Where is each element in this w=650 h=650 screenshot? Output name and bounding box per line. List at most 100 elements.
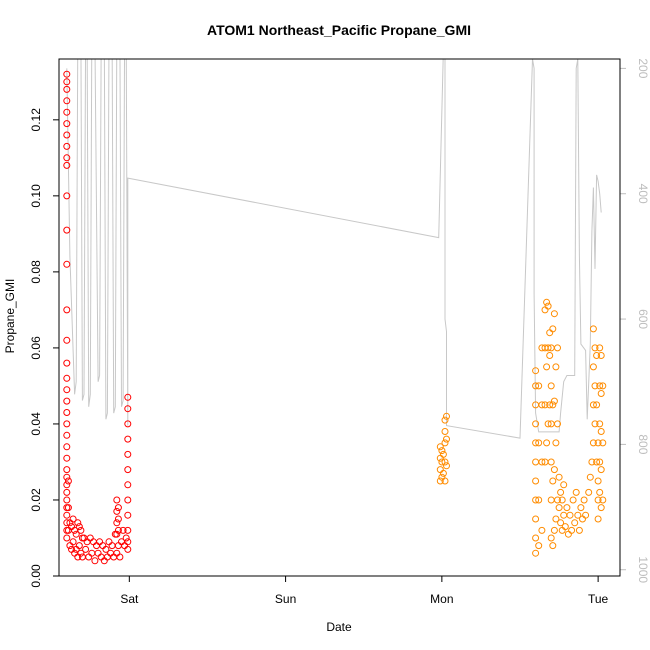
- data-point-red: [77, 526, 85, 534]
- data-point-orange: [535, 542, 543, 550]
- data-point-orange: [550, 310, 558, 318]
- y2-tick-label: 400: [636, 184, 650, 204]
- data-point-orange: [550, 526, 558, 534]
- data-point-orange: [436, 466, 444, 474]
- data-point-orange: [535, 439, 543, 447]
- data-point-orange: [597, 352, 605, 359]
- data-point-red: [63, 161, 71, 169]
- data-point-orange: [589, 439, 597, 447]
- data-point-red: [89, 538, 97, 546]
- data-point-orange: [546, 352, 554, 359]
- data-point-red: [63, 142, 71, 150]
- data-point-red: [83, 538, 91, 546]
- data-point-red: [124, 496, 132, 504]
- data-point-red: [75, 523, 83, 531]
- data-point-red: [86, 534, 94, 542]
- data-point-red: [96, 538, 104, 546]
- data-point-red: [99, 542, 107, 550]
- data-point-orange: [443, 412, 450, 420]
- data-point-red: [69, 538, 77, 546]
- data-point-orange: [543, 298, 551, 306]
- data-point-red: [114, 526, 122, 534]
- data-point-red: [114, 504, 122, 512]
- data-point-red: [105, 538, 113, 546]
- y-tick-label: 0.10: [29, 184, 43, 208]
- data-point-red: [63, 496, 71, 504]
- data-point-orange: [547, 382, 555, 390]
- data-point-red: [97, 553, 105, 561]
- data-point-red: [116, 553, 124, 561]
- data-point-red: [102, 545, 110, 553]
- y2-tick-label: 600: [636, 309, 650, 329]
- pressure-line: [66, 59, 602, 439]
- data-point-red: [63, 466, 71, 474]
- data-point-orange: [547, 458, 555, 466]
- data-point-orange: [564, 530, 572, 538]
- data-point-red: [82, 545, 90, 553]
- data-point-red: [74, 519, 82, 527]
- data-point-orange: [547, 534, 555, 542]
- data-point-red: [124, 538, 132, 546]
- data-point-orange: [552, 439, 560, 447]
- data-point-orange: [585, 488, 593, 496]
- data-point-orange: [563, 504, 571, 512]
- data-point-orange: [558, 496, 566, 504]
- data-point-red: [124, 405, 132, 413]
- data-point-orange: [593, 458, 601, 466]
- data-point-red: [124, 435, 132, 443]
- data-point-orange: [596, 488, 604, 496]
- data-point-red: [77, 549, 85, 557]
- data-point-orange: [566, 511, 574, 519]
- data-point-orange: [596, 344, 604, 352]
- axes-layer: 0.00 0.02 0.04 0.06 0.08 0.10 0.12 200 400 600 800…: [29, 58, 650, 606]
- data-point-orange: [441, 477, 449, 485]
- data-point-orange: [546, 329, 554, 337]
- data-point-orange: [594, 477, 602, 485]
- data-point-orange: [582, 511, 590, 519]
- data-point-orange: [557, 488, 565, 496]
- data-point-orange: [443, 462, 450, 470]
- data-point-red: [113, 530, 121, 538]
- data-point-orange: [571, 519, 579, 527]
- data-point-orange: [594, 515, 602, 523]
- data-point-red: [124, 466, 132, 474]
- data-point-orange: [532, 439, 540, 447]
- data-point-orange: [532, 420, 540, 428]
- data-point-orange: [591, 382, 599, 390]
- data-point-orange: [597, 428, 605, 435]
- y-tick-label: 0.00: [29, 564, 43, 588]
- data-point-red: [124, 526, 132, 534]
- data-point-orange: [438, 473, 446, 481]
- data-point-red: [64, 477, 72, 485]
- data-point-red: [63, 454, 71, 462]
- y2-tick-label: 1000: [636, 556, 650, 583]
- data-point-orange: [579, 515, 586, 523]
- data-point-orange: [543, 363, 551, 371]
- x-tick-label: Sat: [120, 592, 139, 606]
- data-point-orange: [439, 450, 447, 458]
- data-point-orange: [594, 496, 602, 504]
- data-point-orange: [438, 447, 446, 455]
- data-point-orange: [532, 477, 540, 485]
- data-point-orange: [596, 458, 604, 466]
- data-point-orange: [568, 526, 576, 534]
- data-point-orange: [597, 504, 605, 512]
- data-point-red: [124, 511, 132, 519]
- y-tick-label: 0.06: [29, 336, 43, 360]
- data-point-red: [85, 553, 93, 561]
- data-point-orange: [544, 420, 552, 428]
- data-point-orange: [441, 416, 449, 424]
- data-point-red: [64, 504, 72, 512]
- data-point-orange: [580, 496, 588, 504]
- data-point-red: [114, 515, 122, 523]
- data-point-orange: [549, 401, 557, 409]
- data-point-red: [68, 523, 75, 531]
- data-point-orange: [561, 523, 569, 531]
- data-point-orange: [546, 401, 554, 409]
- y-tick-label: 0.12: [29, 108, 43, 132]
- data-point-orange: [554, 344, 561, 352]
- data-point-orange: [541, 306, 549, 314]
- data-point-orange: [443, 435, 450, 443]
- data-point-red: [63, 431, 71, 439]
- data-point-red: [122, 534, 130, 542]
